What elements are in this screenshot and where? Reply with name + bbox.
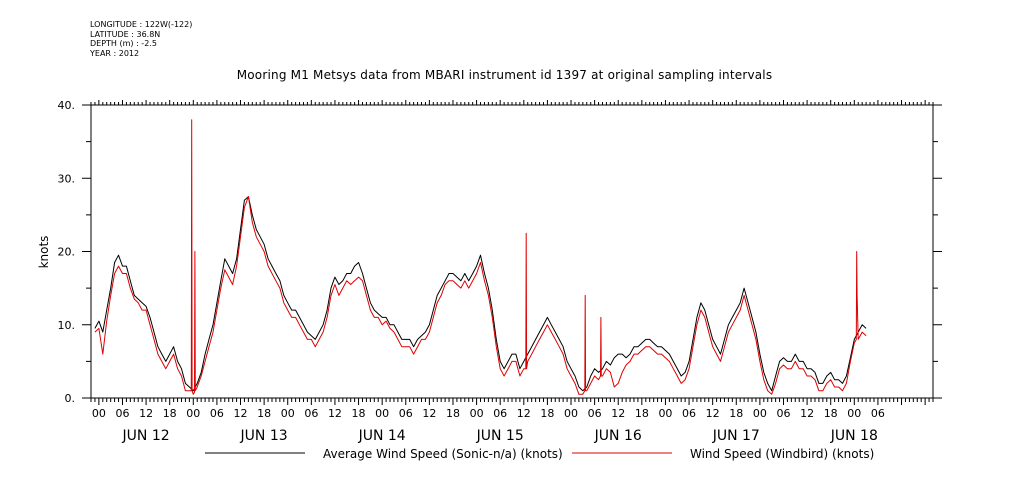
x-tick-label: 00 bbox=[658, 407, 672, 420]
x-tick-label: 00 bbox=[92, 407, 106, 420]
x-tick-labels: 00 06 12 18 00 06 12 18 00 06 12 18 00 06 12 18 00 06 12 18… bbox=[92, 407, 885, 420]
x-tick-label: 12 bbox=[328, 407, 342, 420]
x-tick-label: 06 bbox=[115, 407, 129, 420]
y-tick-label: 10. bbox=[58, 319, 76, 332]
plot-frame bbox=[90, 104, 934, 399]
x-tick-label: 12 bbox=[800, 407, 814, 420]
tick-marks bbox=[82, 100, 942, 405]
x-tick-label: 00 bbox=[281, 407, 295, 420]
x-tick-label: 06 bbox=[399, 407, 413, 420]
depth-text: DEPTH (m) : -2.5 bbox=[90, 39, 157, 48]
date-label: JUN 18 bbox=[830, 428, 878, 444]
x-tick-label: 00 bbox=[375, 407, 389, 420]
legend-label-sonic: Average Wind Speed (Sonic-n/a) (knots) bbox=[323, 447, 563, 461]
x-tick-label: 00 bbox=[753, 407, 767, 420]
x-tick-label: 12 bbox=[139, 407, 153, 420]
location-metadata: LONGITUDE : 122W(-122) LATITUDE : 36.8N … bbox=[90, 20, 192, 58]
legend: Average Wind Speed (Sonic-n/a) (knots) W… bbox=[205, 447, 874, 461]
x-tick-label: 18 bbox=[540, 407, 554, 420]
x-tick-label: 00 bbox=[186, 407, 200, 420]
x-tick-label: 06 bbox=[871, 407, 885, 420]
series-layer bbox=[94, 119, 867, 395]
date-label: JUN 15 bbox=[476, 428, 524, 444]
longitude-text: LONGITUDE : 122W(-122) bbox=[90, 20, 193, 29]
x-tick-label: 18 bbox=[824, 407, 838, 420]
x-tick-label: 18 bbox=[446, 407, 460, 420]
series-windbird-line bbox=[94, 119, 867, 395]
date-label: JUN 13 bbox=[240, 428, 288, 444]
date-label: JUN 16 bbox=[594, 428, 642, 444]
x-tick-label: 06 bbox=[588, 407, 602, 420]
x-tick-label: 18 bbox=[729, 407, 743, 420]
x-tick-label: 18 bbox=[352, 407, 366, 420]
y-tick-labels: 0. 10. 20. 30. 40. bbox=[58, 99, 76, 405]
x-tick-label: 12 bbox=[706, 407, 720, 420]
y-tick-label: 40. bbox=[58, 99, 76, 112]
date-labels: JUN 12 JUN 13 JUN 14 JUN 15 JUN 16 JUN 17 JUN … bbox=[122, 428, 878, 444]
x-tick-label: 12 bbox=[611, 407, 625, 420]
chart-title: Mooring M1 Metsys data from MBARI instru… bbox=[236, 68, 773, 82]
x-tick-label: 00 bbox=[847, 407, 861, 420]
legend-label-windbird: Wind Speed (Windbird) (knots) bbox=[690, 447, 874, 461]
y-axis-label: knots bbox=[37, 236, 51, 269]
x-tick-label: 12 bbox=[234, 407, 248, 420]
date-label: JUN 12 bbox=[122, 428, 170, 444]
date-label: JUN 14 bbox=[358, 428, 406, 444]
y-tick-label: 0. bbox=[65, 392, 76, 405]
x-tick-label: 06 bbox=[682, 407, 696, 420]
x-tick-label: 00 bbox=[470, 407, 484, 420]
x-tick-label: 06 bbox=[493, 407, 507, 420]
x-tick-label: 06 bbox=[304, 407, 318, 420]
x-tick-label: 18 bbox=[163, 407, 177, 420]
x-tick-label: 18 bbox=[635, 407, 649, 420]
y-tick-label: 20. bbox=[58, 246, 76, 259]
series-sonic-line bbox=[94, 196, 867, 392]
year-text: YEAR : 2012 bbox=[90, 48, 140, 58]
y-tick-label: 30. bbox=[58, 172, 76, 185]
date-label: JUN 17 bbox=[712, 428, 760, 444]
x-tick-label: 00 bbox=[564, 407, 578, 420]
x-tick-label: 06 bbox=[776, 407, 790, 420]
latitude-text: LATITUDE : 36.8N bbox=[90, 29, 161, 39]
x-tick-label: 06 bbox=[210, 407, 224, 420]
x-tick-label: 18 bbox=[257, 407, 271, 420]
x-tick-label: 12 bbox=[422, 407, 436, 420]
x-tick-label: 12 bbox=[517, 407, 531, 420]
